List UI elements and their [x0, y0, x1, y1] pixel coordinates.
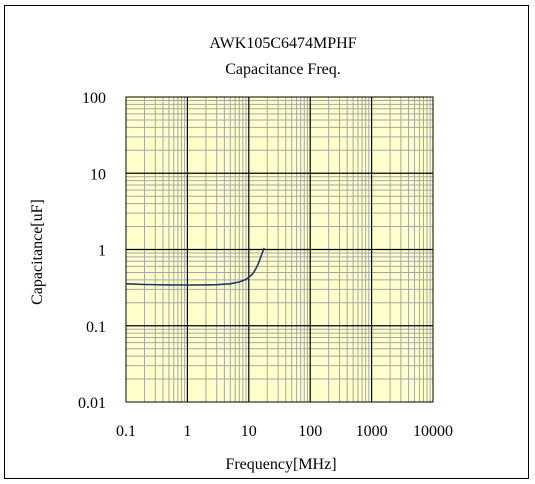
- y-axis-label: Capacitance[uF]: [29, 199, 46, 305]
- chart-title: AWK105C6474MPHF: [209, 35, 356, 52]
- y-tick-labels: 100 10 1 0.1 0.01: [78, 90, 106, 412]
- chart-frame: AWK105C6474MPHF Capacitance Freq. 0.1 1 10…: [4, 5, 529, 479]
- major-gridlines: [126, 97, 433, 402]
- y-tick-label: 100: [82, 90, 106, 107]
- x-tick-label: 0.1: [116, 423, 136, 440]
- y-tick-label: 0.1: [86, 319, 106, 336]
- x-tick-labels: 0.1 1 10 100 1000 10000: [116, 423, 453, 440]
- y-tick-label: 0.01: [78, 395, 106, 412]
- x-tick-label: 1000: [356, 423, 388, 440]
- x-tick-label: 10: [241, 423, 257, 440]
- x-axis-label: Frequency[MHz]: [225, 456, 336, 473]
- plot-border: [125, 96, 434, 403]
- series-line-0: [125, 247, 265, 286]
- y-tick-label: 10: [90, 166, 106, 183]
- x-tick-label: 1: [183, 423, 191, 440]
- series-layer: [125, 247, 265, 286]
- capacitance-chart: AWK105C6474MPHF Capacitance Freq. 0.1 1 10…: [29, 35, 453, 473]
- x-tick-label: 10000: [413, 423, 453, 440]
- x-tick-label: 100: [298, 423, 322, 440]
- y-tick-label: 1: [98, 243, 106, 260]
- chart-subtitle: Capacitance Freq.: [225, 61, 341, 78]
